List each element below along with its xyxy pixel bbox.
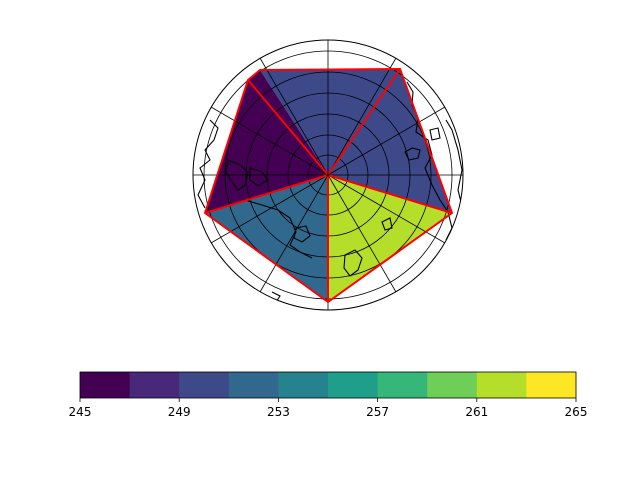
polar-map-panel bbox=[192, 39, 464, 311]
colorbar-cell bbox=[129, 372, 180, 398]
patch-outline-edge bbox=[247, 79, 329, 176]
data-patch bbox=[205, 175, 328, 302]
coastline-island bbox=[293, 225, 311, 243]
meridian-line bbox=[259, 57, 329, 176]
colorbar-cell bbox=[377, 372, 428, 398]
colorbar: 245 249 253 257 261 265 bbox=[69, 371, 588, 419]
colorbar-cell bbox=[228, 372, 279, 398]
coastline-island bbox=[381, 217, 393, 231]
colorbar-tick-label: 245 bbox=[69, 405, 92, 419]
coastline-island bbox=[404, 147, 421, 161]
coastline-scandinavia bbox=[225, 159, 249, 191]
colorbar-cell bbox=[476, 372, 527, 398]
data-patch bbox=[260, 69, 400, 175]
colorbar-cell bbox=[328, 372, 379, 398]
patch-outline-edge bbox=[327, 174, 453, 214]
colorbar-cell bbox=[278, 372, 329, 398]
coastline-alaska bbox=[343, 249, 363, 277]
meridian-line bbox=[259, 174, 329, 293]
meridian-line bbox=[327, 57, 397, 176]
coastline-canada bbox=[445, 119, 463, 211]
colorbar-tick-label: 253 bbox=[267, 405, 290, 419]
meridian-line bbox=[210, 106, 329, 176]
colorbar-cell bbox=[179, 372, 230, 398]
colorbar-cell bbox=[80, 372, 131, 398]
colorbar-cells bbox=[80, 372, 577, 398]
data-patch bbox=[248, 70, 328, 175]
data-patch bbox=[205, 80, 328, 213]
patch-layer bbox=[205, 69, 452, 302]
north-pole-point bbox=[326, 173, 330, 177]
coastline-europe bbox=[197, 119, 219, 209]
colorbar-tick-label: 261 bbox=[465, 405, 488, 419]
colorbar-frame bbox=[79, 371, 577, 399]
meridian-line bbox=[327, 106, 446, 176]
coastline-russia bbox=[244, 199, 313, 259]
colorbar-ticks: 245 249 253 257 261 265 bbox=[69, 398, 588, 419]
patch-outline-edge bbox=[204, 174, 329, 214]
patch-outline-edge bbox=[327, 68, 401, 176]
coastline-island bbox=[429, 127, 441, 141]
colorbar-cell bbox=[427, 372, 478, 398]
data-patch bbox=[328, 69, 452, 213]
colorbar-tick-label: 265 bbox=[565, 405, 588, 419]
patch-outlines bbox=[204, 68, 453, 303]
coastline-svalbard bbox=[249, 167, 269, 187]
map-boundary bbox=[192, 39, 464, 311]
meridian-line bbox=[327, 174, 397, 293]
data-patch bbox=[328, 175, 452, 302]
colorbar-cell bbox=[526, 372, 577, 398]
colorbar-tick-label: 249 bbox=[168, 405, 191, 419]
colorbar-tick-label: 257 bbox=[366, 405, 389, 419]
